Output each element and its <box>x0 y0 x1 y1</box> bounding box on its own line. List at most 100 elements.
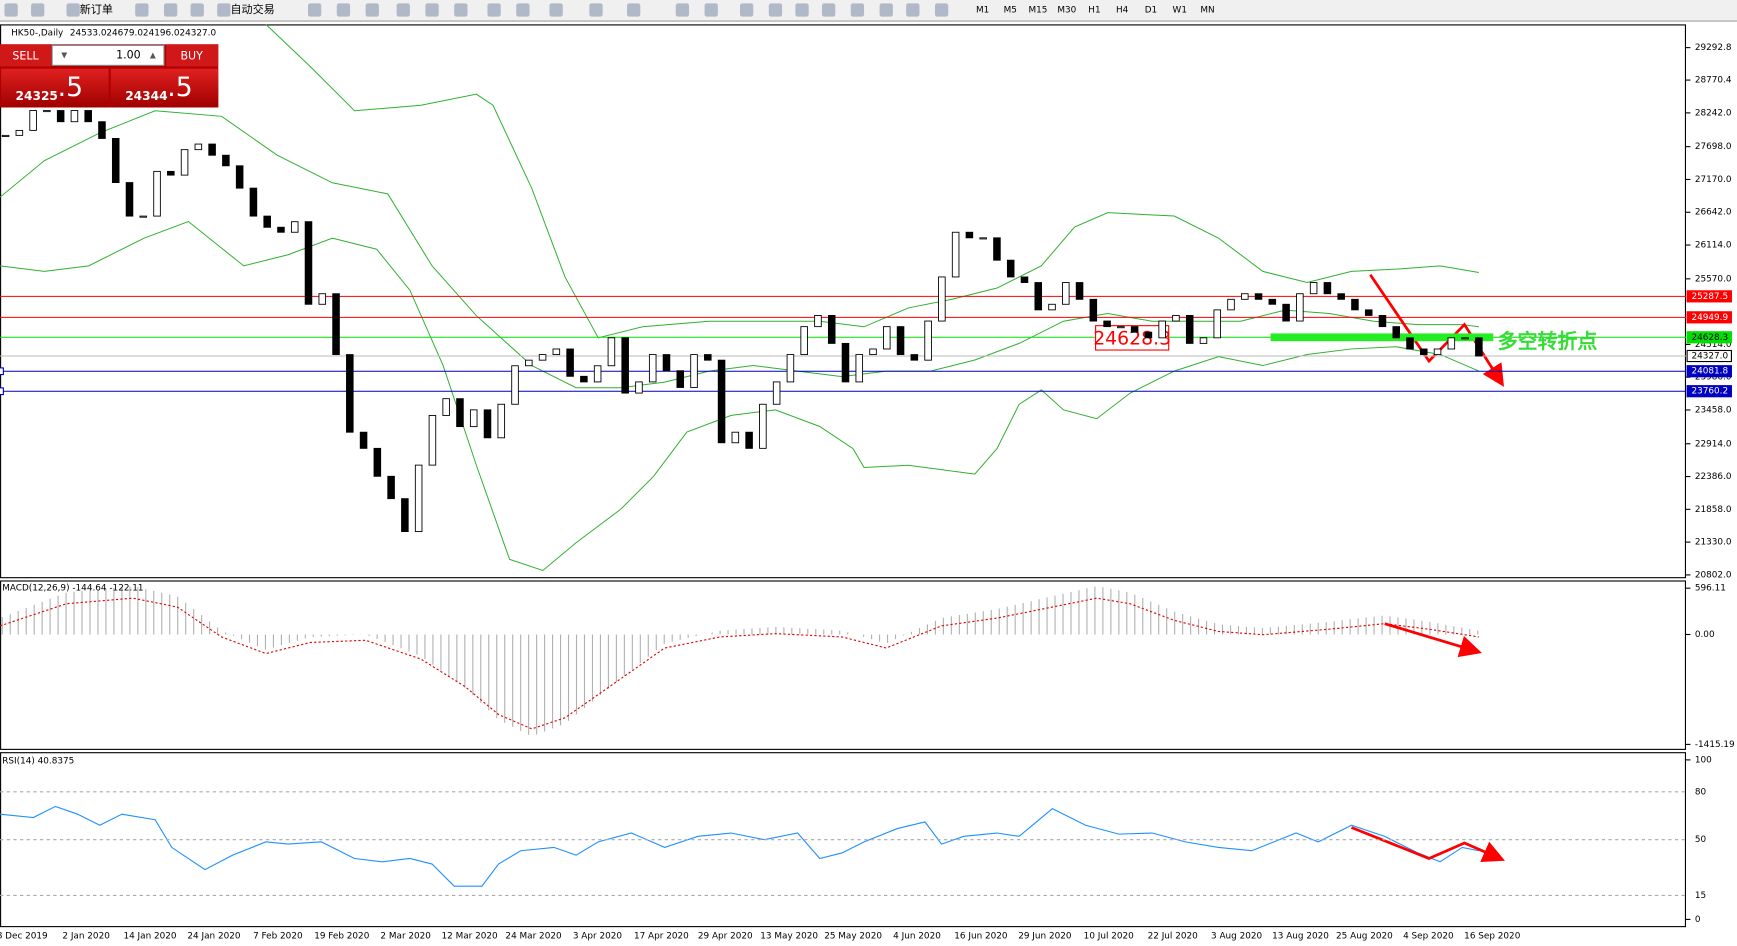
band-lower <box>0 220 1480 572</box>
toolbar-icon[interactable] <box>4 3 18 17</box>
toolbar-icon[interactable] <box>768 3 783 17</box>
candle <box>827 315 836 344</box>
toolbar-icon[interactable] <box>740 3 754 17</box>
candle <box>1364 309 1373 316</box>
lot-down[interactable]: ▼ <box>61 50 67 59</box>
timeframe-button[interactable]: M5 <box>1004 5 1017 15</box>
toolbar-icon[interactable] <box>821 3 836 17</box>
y-tick-label: 22386.0 <box>1695 472 1732 482</box>
candle <box>593 365 602 383</box>
candle <box>951 231 960 278</box>
macd-panel <box>0 580 1687 750</box>
timeframe-button[interactable]: W1 <box>1173 5 1187 15</box>
sell-label[interactable]: SELL <box>12 49 39 62</box>
toolbar-icon[interactable] <box>850 3 865 17</box>
candle <box>1337 293 1345 300</box>
candle <box>153 170 161 217</box>
x-tick-label: 8 Dec 2019 <box>0 932 48 942</box>
timeframe-button[interactable]: M15 <box>1029 5 1048 15</box>
candle <box>1433 348 1442 356</box>
candle <box>1199 337 1208 344</box>
toolbar-icon[interactable] <box>365 3 379 17</box>
toolbar-icon[interactable] <box>307 3 322 17</box>
lot-input[interactable] <box>51 44 165 66</box>
timeframe-button[interactable]: H1 <box>1088 5 1100 15</box>
arrow-price <box>1369 273 1504 387</box>
toolbar-icon[interactable] <box>135 3 149 17</box>
level-tag-label: 24327.0 <box>1691 352 1728 362</box>
toolbar-icon[interactable] <box>454 3 468 17</box>
candle <box>1392 326 1401 339</box>
candle <box>277 226 285 233</box>
timeframe-button[interactable]: M1 <box>976 5 989 15</box>
macd-tick-label: 596.11 <box>1695 584 1726 594</box>
toolbar-icon[interactable] <box>795 3 809 17</box>
candle <box>15 129 24 136</box>
x-tick-label: 29 Jun 2020 <box>1018 932 1072 942</box>
candle <box>1461 337 1469 340</box>
rsi-tick-label: 50 <box>1695 835 1707 845</box>
bid-fraction: .5 <box>58 72 83 103</box>
bid-box[interactable] <box>1 68 109 108</box>
toolbar-icon[interactable] <box>934 3 949 17</box>
toolbar-icon[interactable] <box>163 3 178 17</box>
candle <box>1 134 10 137</box>
candle <box>1254 293 1263 300</box>
candle <box>70 110 79 123</box>
candle <box>566 348 574 377</box>
timeframe-button[interactable]: D1 <box>1145 5 1157 15</box>
candle <box>965 231 974 239</box>
toolbar-icon[interactable] <box>31 3 45 17</box>
x-tick-label: 19 Feb 2020 <box>314 932 370 942</box>
bid-price: 24325 <box>16 89 58 103</box>
candle <box>222 154 230 167</box>
x-tick-label: 7 Feb 2020 <box>253 932 303 942</box>
toolbar-icon[interactable] <box>425 3 439 17</box>
toolbar-icon[interactable] <box>336 3 351 17</box>
toolbar-icon[interactable] <box>675 3 690 17</box>
candle <box>167 170 175 176</box>
buy-button[interactable] <box>166 44 219 67</box>
toolbar-icon[interactable] <box>190 3 204 17</box>
timeframe-button[interactable]: H4 <box>1116 5 1129 15</box>
toolbar-icon[interactable] <box>217 3 231 17</box>
rsi-label: RSI(14) 40.8375 <box>2 757 74 767</box>
level-handle <box>0 387 4 396</box>
symbol: HK50-,Daily <box>11 29 63 39</box>
y-tick-label: 20802.0 <box>1695 570 1732 580</box>
candle <box>511 365 519 405</box>
timeframe-button[interactable]: MN <box>1200 5 1214 15</box>
toolbar-icon[interactable] <box>589 3 603 17</box>
toolbar-icon[interactable] <box>704 3 718 17</box>
candle <box>1062 282 1070 305</box>
candle <box>759 403 767 449</box>
sell-button[interactable] <box>0 44 51 67</box>
lot-up[interactable]: ▲ <box>150 50 156 59</box>
x-tick-label: 16 Jun 2020 <box>954 932 1008 942</box>
arrow-rsi <box>1350 826 1505 862</box>
new-order[interactable]: 新订单 <box>80 2 113 16</box>
toolbar-icon[interactable] <box>906 3 920 17</box>
candle <box>869 348 877 356</box>
buy-label[interactable]: BUY <box>180 49 203 62</box>
toolbar-icon[interactable] <box>879 3 893 17</box>
ask-box[interactable] <box>110 68 219 108</box>
auto-trading[interactable]: 自动交易 <box>230 2 274 16</box>
macd-signal <box>0 597 1479 730</box>
lot-value[interactable]: 1.00 <box>116 48 141 61</box>
toolbar-icon[interactable] <box>627 3 641 17</box>
timeframe-button[interactable]: M30 <box>1057 5 1076 15</box>
toolbar-icon[interactable] <box>66 3 80 17</box>
toolbar-icon[interactable] <box>396 3 410 17</box>
candle <box>855 354 864 383</box>
y-tick-label: 26642.0 <box>1695 208 1732 218</box>
candle <box>1447 337 1456 350</box>
toolbar-icon[interactable] <box>516 3 530 17</box>
candle <box>1213 309 1222 339</box>
x-tick-label: 13 May 2020 <box>760 932 818 942</box>
candle <box>304 221 313 305</box>
toolbar-icon[interactable] <box>487 3 501 17</box>
macd-label: MACD(12,26,9) -144.64 -122.11 <box>2 584 143 594</box>
x-tick-label: 12 Mar 2020 <box>442 932 499 942</box>
toolbar-icon[interactable] <box>549 3 563 17</box>
